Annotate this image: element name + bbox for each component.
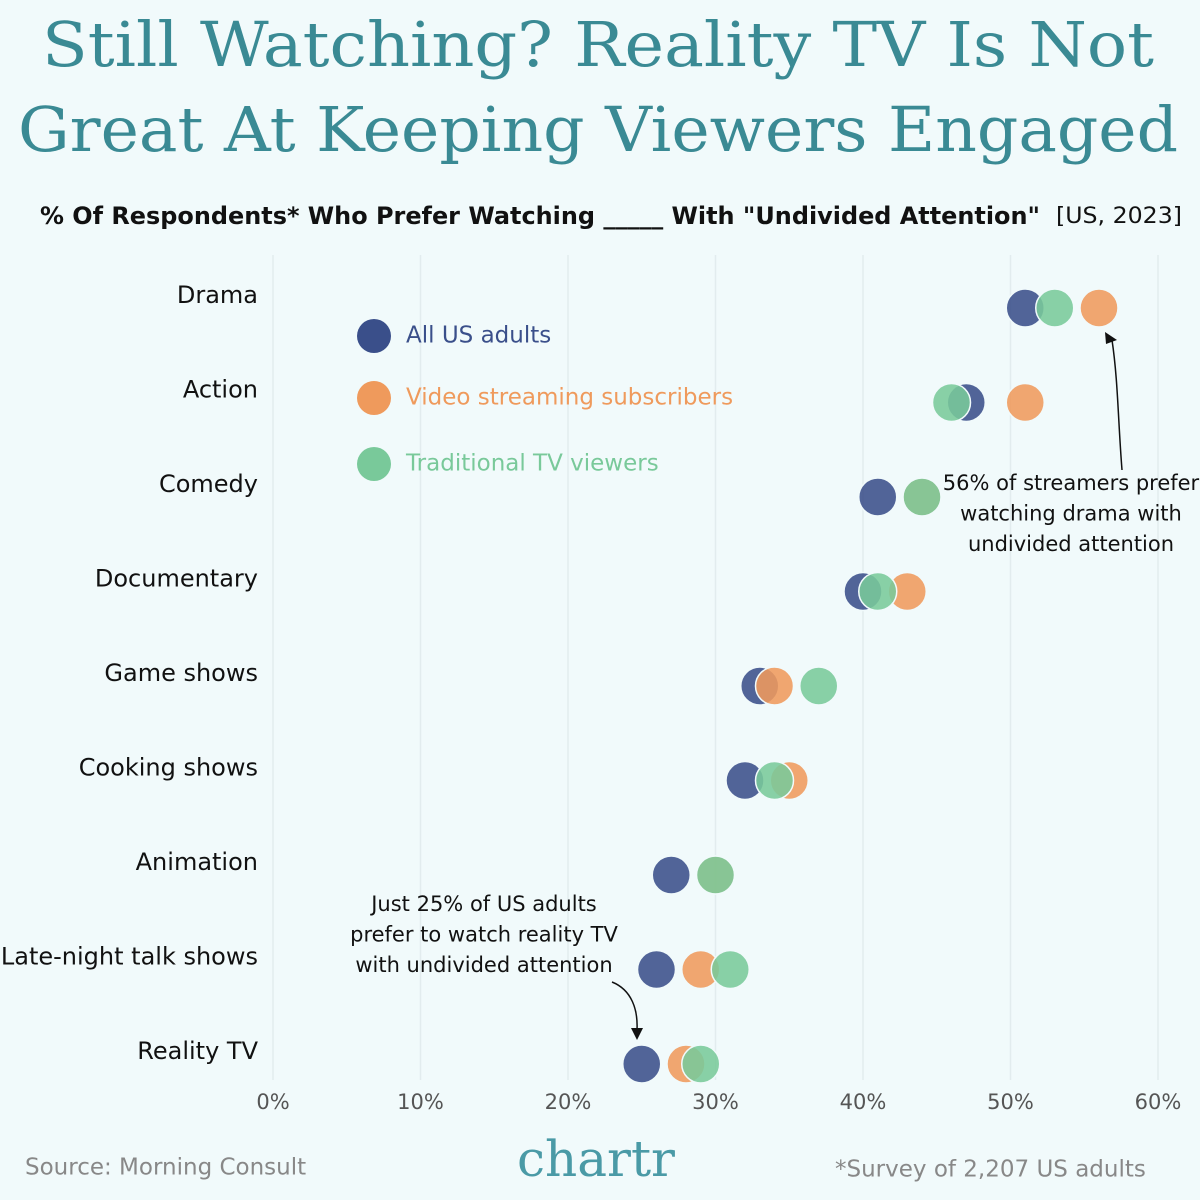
dot: [754, 666, 795, 706]
subtitle-note: [US, 2023]: [1056, 204, 1182, 229]
y-tick-label: Action: [183, 376, 258, 404]
dot: [1005, 382, 1045, 423]
x-tick-label: 60%: [1135, 1090, 1182, 1114]
annotation-arrow: [611, 981, 638, 1031]
x-tick-label: 50%: [987, 1090, 1034, 1114]
y-tick-label: Drama: [177, 281, 258, 309]
footnote: *Survey of 2,207 US adults: [835, 1157, 1146, 1183]
y-tick-label: Late-night talk shows: [1, 943, 258, 971]
annotation: with undivided attention: [355, 953, 612, 977]
subtitle: % Of Respondents* Who Prefer Watching __…: [40, 202, 1040, 230]
annotation: prefer to watch reality TV: [350, 923, 618, 947]
y-tick-label: Reality TV: [137, 1037, 258, 1065]
arrow-head: [1105, 332, 1117, 344]
dot: [695, 855, 736, 895]
dot: [858, 477, 898, 517]
y-tick-label: Documentary: [95, 565, 258, 593]
dot: [636, 949, 677, 990]
dot: [1035, 288, 1075, 328]
dot: [902, 477, 942, 517]
legend-swatch: [357, 381, 391, 415]
legend-swatch: [357, 319, 391, 353]
dot: [1079, 288, 1119, 328]
legend-label: All US adults: [406, 323, 551, 349]
annotation: 56% of streamers prefer: [943, 471, 1200, 495]
dot: [710, 949, 750, 990]
dot: [754, 760, 795, 801]
x-tick-label: 10%: [397, 1090, 444, 1114]
chart-title: Still Watching? Reality TV Is Not: [42, 8, 1154, 81]
dot: [681, 1044, 721, 1084]
legend-swatch: [357, 447, 391, 481]
source: Source: Morning Consult: [25, 1155, 306, 1181]
y-tick-label: Animation: [136, 848, 258, 876]
y-tick-label: Comedy: [159, 470, 258, 498]
dot: [931, 382, 972, 423]
arrow-head: [631, 1028, 643, 1040]
legend-label: Video streaming subscribers: [406, 385, 733, 411]
dot: [799, 666, 839, 706]
brand: chartr: [517, 1130, 675, 1188]
x-tick-label: 30%: [692, 1090, 739, 1114]
annotation: watching drama with: [960, 502, 1182, 526]
x-tick-label: 40%: [840, 1090, 887, 1114]
annotation-arrow: [1111, 339, 1123, 471]
dot: [858, 571, 898, 612]
annotation: undivided attention: [968, 532, 1174, 556]
x-tick-label: 0%: [256, 1090, 289, 1114]
chart-title: Great At Keeping Viewers Engaged: [18, 93, 1178, 166]
y-tick-label: Game shows: [104, 659, 258, 687]
dot: [651, 855, 691, 895]
legend-label: Traditional TV viewers: [405, 451, 659, 477]
annotation: Just 25% of US adults: [369, 892, 597, 916]
x-tick-label: 20%: [545, 1090, 592, 1114]
dot: [622, 1044, 662, 1084]
y-tick-label: Cooking shows: [79, 754, 258, 782]
